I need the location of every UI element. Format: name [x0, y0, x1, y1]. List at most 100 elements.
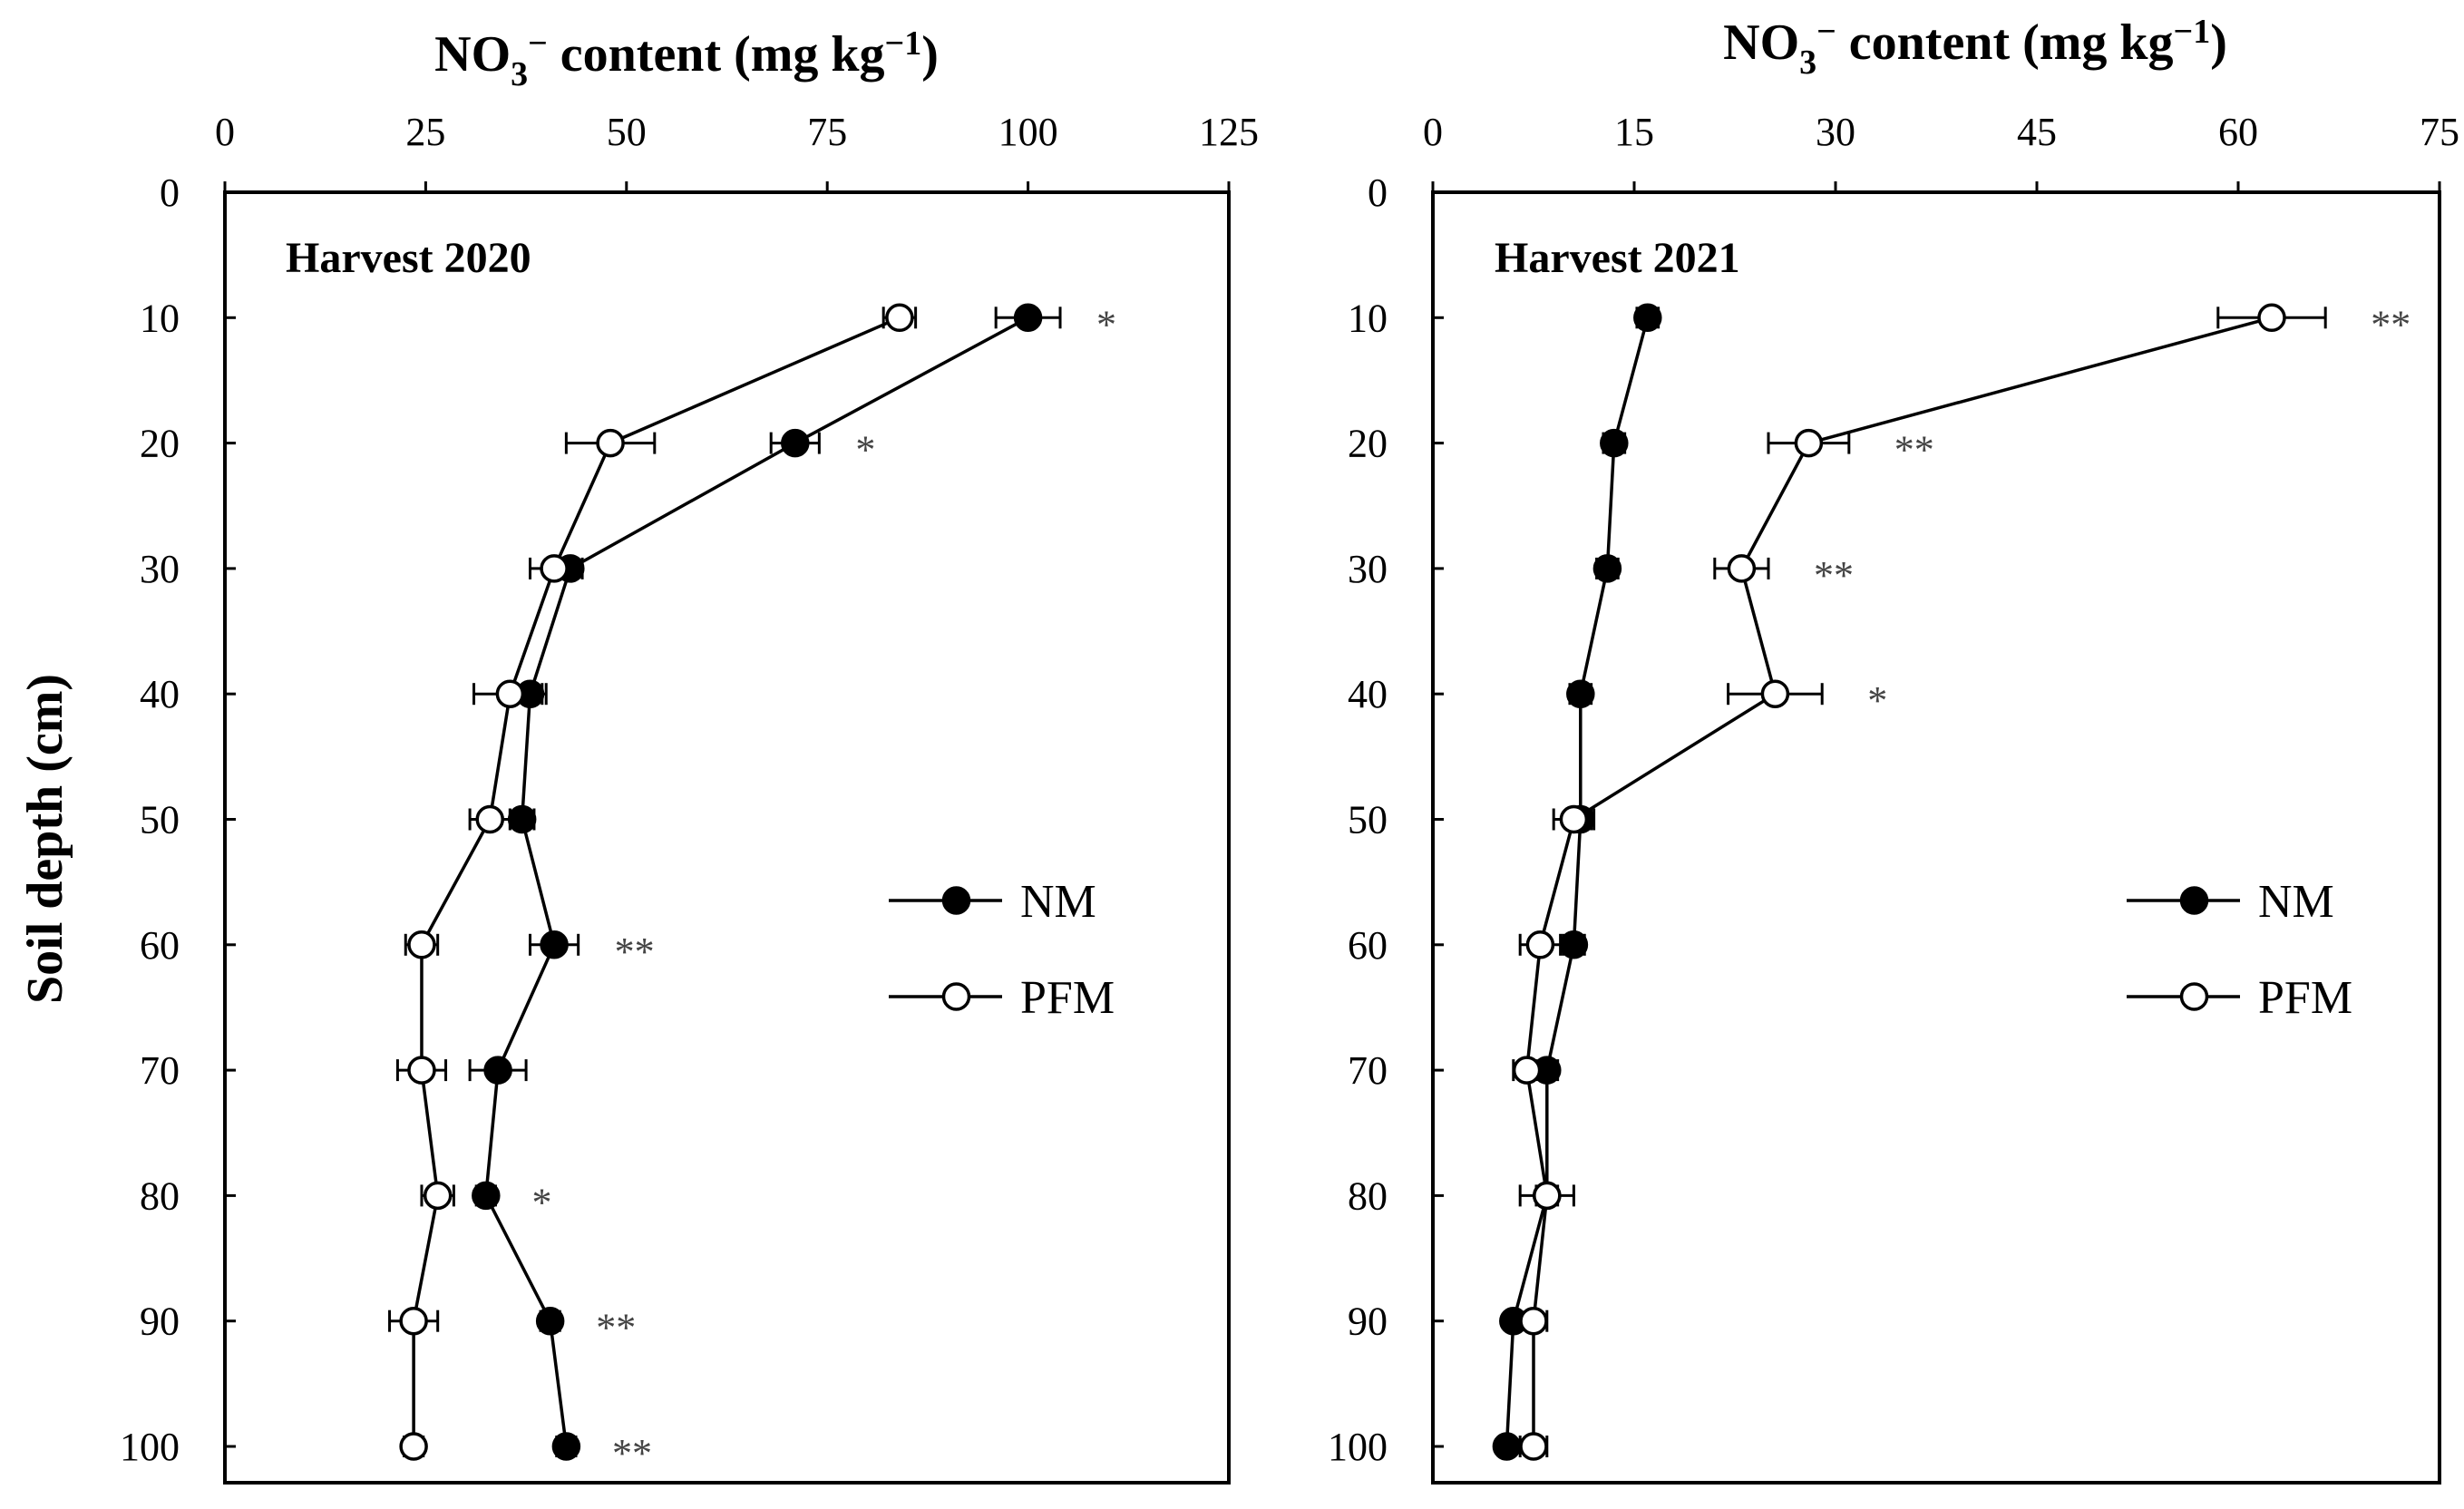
significance-label: * [855, 428, 875, 472]
data-point-pfm [885, 303, 914, 333]
significance-label: * [1867, 678, 1887, 723]
legend-marker [2179, 982, 2209, 1011]
legend-label: NM [2258, 876, 2334, 928]
panel-2020: NO3− content (mg kg−1) 0 25 50 75 100 125 0 10 20… [120, 24, 1259, 1485]
y-tick-label: 30 [1348, 547, 1388, 591]
data-point-pfm [1519, 1432, 1548, 1461]
y-tick-label: 100 [1328, 1425, 1388, 1469]
data-point-nm [472, 1181, 501, 1211]
data-point-nm [1633, 303, 1662, 333]
significance-label: * [1096, 302, 1116, 346]
x-tick-label: 100 [998, 110, 1058, 154]
x-tick-label: 25 [405, 110, 445, 154]
legend-marker [941, 982, 971, 1011]
data-point-nm [483, 1056, 512, 1085]
data-point-pfm [540, 554, 569, 583]
legend-label: PFM [2258, 972, 2352, 1024]
x-tick-label: 0 [1423, 110, 1443, 154]
significance-label: ** [596, 1306, 636, 1350]
x-tick-label: 45 [2017, 110, 2057, 154]
legend-item-nm: NM [889, 876, 1096, 928]
x-axis-title-part: 3 [1799, 44, 1816, 82]
panel-label: Harvest 2021 [1495, 234, 1740, 282]
plot-frame [1431, 190, 2441, 1485]
x-tick-label: 75 [2420, 110, 2459, 154]
legend-marker [2179, 886, 2209, 915]
x-axis-title-part: − [528, 24, 548, 63]
data-point-pfm [475, 804, 504, 834]
x-axis-title-part: content (mg kg [1836, 15, 2174, 71]
data-point-pfm [1760, 679, 1790, 708]
y-tick-label: 60 [1348, 923, 1388, 968]
plot-frame [223, 190, 1231, 1485]
significance-label: ** [615, 930, 655, 974]
y-tick-label: 90 [1348, 1300, 1388, 1344]
x-tick-label: 15 [1614, 110, 1654, 154]
y-tick-label: 70 [140, 1048, 180, 1093]
data-point-pfm [495, 679, 525, 708]
x-axis-title-part: content (mg kg [548, 26, 885, 83]
significance-label: ** [1894, 428, 1934, 472]
y-tick-label: 100 [120, 1425, 180, 1469]
legend-item-nm: NM [2127, 876, 2334, 928]
y-tick-label: 30 [140, 547, 180, 591]
y-tick-label: 70 [1348, 1048, 1388, 1093]
data-point-pfm [423, 1181, 453, 1211]
x-axis-title-part: −1 [885, 24, 922, 63]
data-point-nm [1492, 1432, 1522, 1461]
y-tick-label: 10 [1348, 296, 1388, 340]
data-point-nm [551, 1432, 581, 1461]
y-tick-label: 20 [140, 422, 180, 466]
data-point-nm [507, 804, 537, 834]
data-point-nm [535, 1306, 565, 1336]
data-point-nm [781, 428, 810, 458]
y-tick-label: 0 [1368, 170, 1388, 215]
y-tick-label: 20 [1348, 422, 1388, 466]
significance-label: ** [1814, 553, 1854, 598]
series-line-pfm [1524, 316, 2273, 1446]
data-point-pfm [407, 930, 436, 959]
x-axis-title-part: NO [1723, 15, 1799, 71]
x-tick-label: 60 [2218, 110, 2258, 154]
data-point-pfm [399, 1306, 428, 1336]
legend-item-pfm: PFM [889, 972, 1115, 1024]
y-tick-label: 50 [1348, 798, 1388, 842]
data-point-nm [1600, 428, 1629, 458]
x-axis-title-part: ) [921, 26, 939, 83]
data-point-nm [1013, 303, 1043, 333]
series-pfm [1512, 303, 2327, 1461]
series-pfm [388, 303, 918, 1461]
legend-label: NM [1020, 876, 1096, 928]
significance-label: ** [612, 1431, 652, 1475]
legend-marker [941, 886, 971, 915]
data-point-pfm [596, 428, 625, 458]
significance-label: ** [2371, 302, 2410, 346]
y-tick-label: 80 [140, 1173, 180, 1218]
data-point-nm [1592, 554, 1622, 583]
data-point-pfm [1559, 804, 1589, 834]
data-point-nm [540, 930, 569, 959]
y-tick-label: 50 [140, 798, 180, 842]
x-tick-label: 75 [807, 110, 847, 154]
data-point-pfm [1533, 1181, 1562, 1211]
legend-item-pfm: PFM [2127, 972, 2352, 1024]
x-axis-title: NO3− content (mg kg−1) [1723, 13, 2227, 82]
series-line-nm [484, 316, 1029, 1447]
y-tick-label: 40 [140, 672, 180, 716]
y-tick-label: 80 [1348, 1173, 1388, 1218]
x-axis-title-part: NO [434, 26, 511, 83]
x-axis-title-part: −1 [2174, 13, 2211, 51]
data-point-pfm [1794, 428, 1824, 458]
data-point-pfm [1727, 554, 1757, 583]
x-tick-label: 50 [607, 110, 647, 154]
x-tick-label: 30 [1816, 110, 1855, 154]
x-axis-title-part: − [1816, 13, 1836, 51]
series-nm [468, 303, 1062, 1461]
data-point-pfm [2257, 303, 2286, 333]
series-line-pfm [412, 316, 901, 1446]
x-axis-title: NO3− content (mg kg−1) [434, 24, 939, 93]
legend-label: PFM [1020, 972, 1115, 1024]
series-nm [1492, 303, 1662, 1461]
y-tick-label: 40 [1348, 672, 1388, 716]
